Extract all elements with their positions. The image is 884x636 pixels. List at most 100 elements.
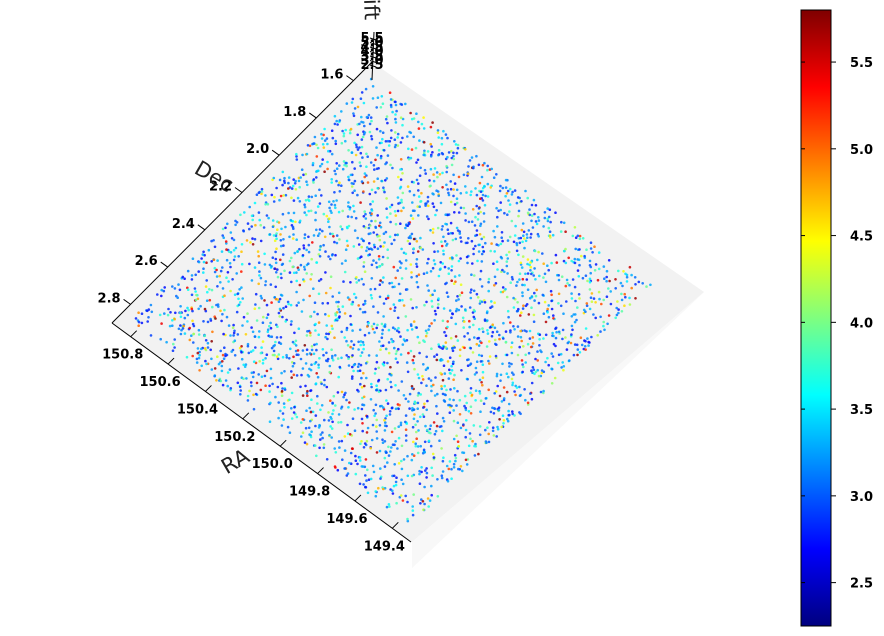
data-point — [480, 260, 484, 263]
colorbar-tick-label: 5.5 — [850, 56, 873, 71]
data-point — [270, 346, 274, 350]
data-point — [352, 363, 356, 367]
data-point — [396, 269, 400, 272]
data-point — [268, 335, 272, 338]
data-point — [369, 202, 372, 206]
data-point — [383, 241, 386, 244]
data-point — [307, 235, 310, 239]
data-point — [617, 269, 620, 273]
data-point — [504, 194, 507, 198]
data-point — [649, 283, 652, 287]
data-point — [408, 392, 412, 396]
data-point — [361, 429, 365, 433]
data-point — [330, 129, 334, 132]
data-point — [275, 355, 279, 358]
data-point — [426, 261, 429, 265]
data-point — [437, 274, 441, 278]
data-point — [252, 393, 255, 397]
data-point — [312, 234, 316, 237]
data-point — [361, 422, 364, 425]
data-point — [623, 292, 626, 296]
data-point — [319, 164, 322, 168]
data-point — [393, 238, 396, 242]
data-point — [315, 348, 318, 352]
data-point — [225, 258, 229, 262]
data-point — [322, 353, 325, 357]
data-point — [188, 338, 192, 342]
data-point — [246, 394, 250, 398]
data-point — [240, 250, 243, 253]
data-point — [445, 170, 449, 174]
data-point — [355, 276, 358, 279]
data-point — [210, 260, 213, 263]
data-point — [372, 322, 376, 326]
data-point — [559, 352, 563, 356]
data-point — [397, 389, 400, 392]
data-point — [266, 313, 270, 316]
data-point — [399, 141, 403, 144]
data-point — [186, 306, 189, 310]
data-point — [466, 261, 469, 265]
data-point — [562, 221, 566, 225]
data-point — [271, 382, 274, 386]
data-point — [295, 279, 299, 283]
data-point — [172, 342, 175, 346]
data-point — [183, 277, 186, 281]
data-point — [375, 326, 379, 330]
data-point — [594, 316, 597, 320]
data-point — [617, 308, 620, 311]
data-point — [250, 214, 254, 218]
data-point — [579, 336, 583, 340]
data-point — [544, 360, 547, 364]
data-point — [412, 355, 416, 358]
data-point — [396, 447, 399, 450]
data-point — [149, 334, 153, 337]
data-point — [340, 262, 344, 265]
data-point — [505, 372, 509, 376]
data-point — [615, 313, 619, 317]
data-point — [362, 446, 366, 449]
data-point — [397, 299, 401, 302]
data-point — [511, 278, 514, 281]
data-point — [497, 209, 500, 213]
data-point — [272, 176, 276, 180]
redshift-axis-label: Redshift — [357, 0, 384, 20]
data-point — [523, 283, 526, 287]
data-point — [315, 176, 318, 179]
data-point — [345, 339, 348, 343]
data-point — [343, 435, 347, 438]
data-point — [416, 407, 420, 411]
data-point — [340, 110, 343, 113]
data-point — [163, 312, 166, 315]
data-point — [229, 289, 232, 293]
data-point — [301, 367, 305, 370]
data-point — [191, 309, 194, 313]
data-point — [409, 263, 413, 266]
data-point — [404, 252, 408, 256]
data-point — [469, 193, 473, 197]
data-point — [417, 127, 421, 130]
data-point — [354, 296, 358, 299]
data-point — [280, 424, 284, 427]
data-point — [543, 300, 547, 304]
data-point — [399, 116, 403, 119]
data-point — [504, 330, 508, 333]
data-point — [416, 451, 420, 455]
data-point — [455, 188, 459, 192]
data-point — [271, 219, 275, 222]
data-point — [423, 440, 427, 444]
data-point — [625, 280, 629, 283]
data-point — [282, 194, 285, 197]
data-point — [338, 190, 342, 193]
data-point — [469, 412, 473, 415]
data-point — [362, 261, 366, 264]
data-point — [432, 456, 436, 459]
data-point — [514, 224, 517, 228]
data-point — [481, 370, 485, 374]
data-point — [331, 358, 335, 362]
data-point — [259, 351, 263, 355]
data-point — [445, 183, 448, 187]
data-point — [472, 424, 476, 427]
data-point — [225, 242, 228, 245]
data-point — [369, 293, 373, 297]
